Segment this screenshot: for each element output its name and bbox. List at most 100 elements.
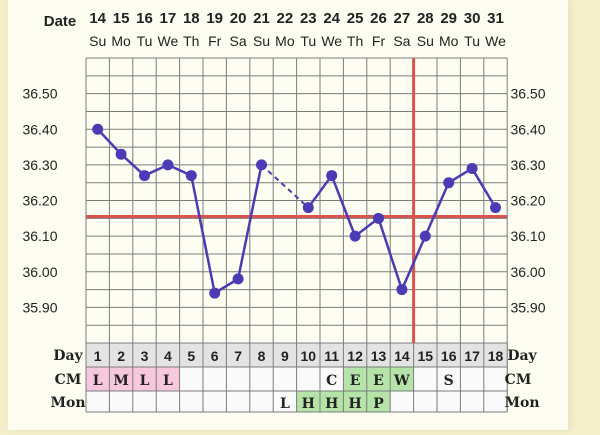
temperature-point [185, 170, 197, 182]
temperature-point [349, 230, 361, 242]
mon-cell [156, 391, 180, 412]
mon-cell [296, 391, 320, 412]
date-number: 29 [440, 10, 457, 27]
cycle-day-number: 5 [187, 348, 195, 364]
cm-code: C [326, 373, 337, 389]
cycle-day-number: 18 [488, 348, 504, 364]
date-number: 23 [300, 10, 317, 27]
mon-cell [132, 391, 157, 412]
date-number: 25 [347, 10, 364, 27]
temperature-line-segment [471, 167, 497, 209]
cycle-day-number: 16 [441, 348, 457, 364]
cm-cell [203, 367, 227, 391]
weekday-label: Tu [137, 33, 153, 49]
mon-cell [343, 391, 367, 412]
date-number: 17 [160, 10, 177, 27]
mon-cell [109, 391, 133, 412]
mon-cell [390, 391, 414, 412]
cycle-day-number: 15 [418, 348, 434, 364]
weekday-label: Th [183, 33, 199, 49]
cycle-day-number: 7 [234, 348, 242, 364]
cm-cell [483, 367, 508, 391]
weekday-label: Su [253, 33, 270, 49]
cm-code: L [140, 373, 150, 389]
temperature-point [419, 230, 431, 242]
weekday-label: We [158, 33, 179, 49]
date-number: 26 [370, 10, 387, 27]
mon-cell [203, 391, 227, 412]
weekday-label: Su [89, 33, 106, 49]
cm-cell [320, 367, 344, 391]
day-row-label: Day [53, 348, 83, 364]
cm-cell [179, 367, 203, 391]
date-number: 24 [323, 10, 340, 27]
y-tick-right: 36.20 [510, 193, 545, 209]
temperature-point [443, 177, 455, 189]
cm-code: S [444, 373, 454, 389]
y-tick-right: 35.90 [510, 299, 545, 315]
y-tick-left: 36.40 [22, 121, 57, 137]
mon-code: P [373, 396, 384, 412]
date-number: 21 [253, 10, 270, 27]
temperature-point [92, 123, 104, 135]
temperature-point [396, 284, 408, 296]
y-tick-right: 36.30 [510, 157, 545, 173]
temperature-point [490, 202, 501, 214]
temperature-point [302, 202, 314, 214]
y-tick-left: 35.90 [22, 299, 57, 315]
temperature-point [232, 273, 244, 285]
mon-code: L [280, 396, 290, 412]
mon-cell [226, 391, 250, 412]
cm-cell [343, 367, 367, 391]
date-number: 30 [464, 10, 481, 27]
temperature-line-segment [236, 164, 263, 280]
temperature-point [209, 287, 221, 299]
temperature-line-segment [424, 182, 450, 237]
cm-code: L [93, 373, 103, 389]
temperature-point [466, 162, 478, 174]
mon-cell [179, 391, 203, 412]
mon-row-label-right: Mon [504, 395, 539, 411]
cm-row-label: CM [55, 372, 82, 388]
y-tick-left: 36.30 [22, 157, 57, 173]
cycle-day-number: 11 [324, 348, 339, 364]
date-number: 27 [394, 10, 411, 27]
cm-code: L [163, 373, 173, 389]
date-number: 14 [89, 10, 106, 27]
y-tick-left: 36.10 [22, 228, 57, 244]
cm-code: E [350, 373, 361, 389]
cm-code: M [113, 373, 129, 389]
temperature-gap-dashed [260, 164, 309, 209]
cycle-day-number: 4 [164, 348, 172, 364]
y-tick-right: 36.00 [510, 264, 545, 280]
y-tick-left: 36.20 [22, 193, 57, 209]
cm-cell [413, 367, 437, 391]
mon-cell [437, 391, 461, 412]
weekday-label: Su [417, 33, 434, 49]
cm-code: W [393, 373, 410, 389]
temperature-line-segment [307, 174, 333, 209]
cm-cell [109, 367, 133, 391]
cm-cell [132, 367, 157, 391]
mon-cell [413, 391, 437, 412]
cycle-day-number: 14 [394, 348, 410, 364]
y-tick-right: 36.10 [510, 228, 545, 244]
cm-cell [296, 367, 320, 391]
mon-cell [483, 391, 508, 412]
cm-cell [273, 367, 297, 391]
mon-row-label: Mon [50, 395, 85, 411]
mon-code: H [325, 396, 338, 412]
temperature-point [115, 148, 127, 160]
mon-cell [86, 391, 110, 412]
y-tick-left: 36.00 [22, 264, 57, 280]
weekday-label: Tu [300, 33, 316, 49]
temperature-line-segment [377, 217, 404, 290]
cm-cell [156, 367, 180, 391]
weekday-label: Mo [439, 33, 459, 49]
cycle-day-number: 6 [211, 348, 219, 364]
mon-cell [460, 391, 484, 412]
weekday-label: Fr [372, 33, 386, 49]
date-number: 18 [183, 10, 200, 27]
cm-code: E [373, 373, 384, 389]
cm-cell [366, 367, 391, 391]
